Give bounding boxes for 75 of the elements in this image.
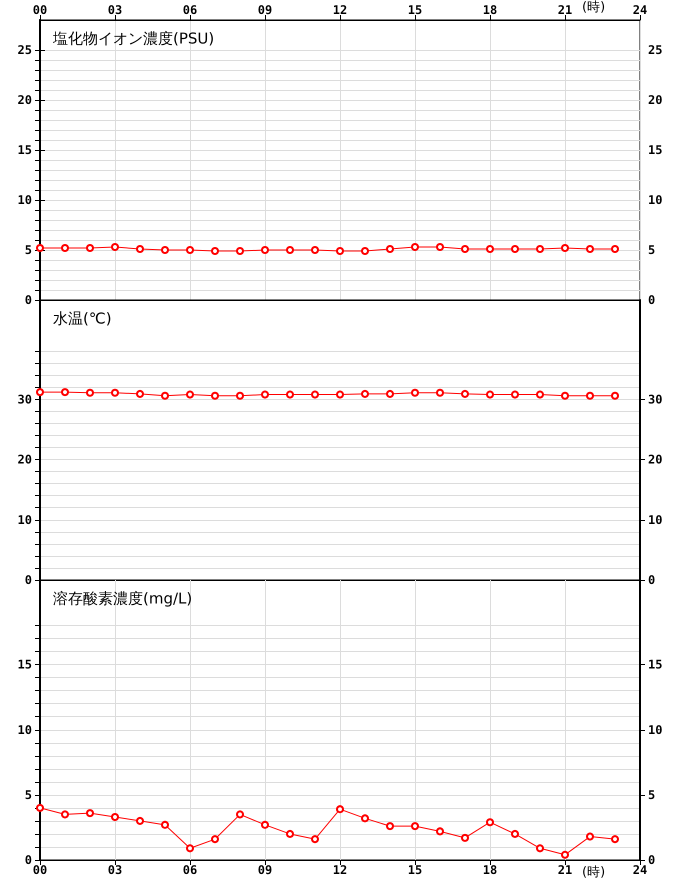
- point: [111, 813, 119, 822]
- y-tick-label: 25: [18, 43, 32, 57]
- y-tick-label: 15: [18, 658, 32, 672]
- x2-tick-label: 09: [258, 3, 272, 17]
- text: 塩化物イオン濃度(PSU): [52, 30, 214, 48]
- x-tick-label: 03: [108, 863, 122, 877]
- y-tick-label: 10: [18, 512, 32, 527]
- y-tick-label: 20: [18, 452, 32, 467]
- y2-tick-label: 0: [648, 853, 656, 867]
- y-tick-label: 20: [18, 93, 32, 107]
- point: [586, 832, 594, 841]
- y2-tick-label: 5: [648, 788, 656, 802]
- x-tick-label: 24: [632, 863, 648, 877]
- point: [261, 820, 269, 829]
- point: [386, 822, 394, 830]
- y2-tick-label: 15: [648, 658, 662, 672]
- x2-tick-label: 15: [408, 3, 422, 17]
- y-tick-label: 10: [18, 722, 32, 737]
- point: [86, 809, 94, 818]
- point: [561, 850, 569, 859]
- point: [311, 835, 319, 844]
- y2-tick-label: 0: [648, 573, 656, 587]
- x-tick-label: 12: [332, 863, 348, 877]
- point: [536, 844, 544, 852]
- point: [186, 844, 194, 852]
- y2-tick-label: 15: [648, 143, 662, 157]
- x2-tick-label: 21: [558, 3, 572, 17]
- x2-axis-title: (時): [582, 0, 606, 15]
- y-tick-label: 0: [24, 573, 32, 587]
- y-tick-label: 30: [18, 392, 32, 406]
- y2-tick-label: 30: [648, 392, 662, 406]
- x-tick-label: 18: [482, 863, 498, 877]
- y2-tick-label: 20: [648, 452, 662, 467]
- point: [461, 834, 469, 842]
- y2-tick-label: 5: [648, 243, 656, 257]
- y-tick-label: 5: [24, 788, 32, 802]
- x-tick-label: 21: [558, 863, 572, 877]
- x-tick-label: 09: [258, 863, 272, 877]
- x2-tick-label: 18: [482, 3, 498, 17]
- point: [161, 820, 169, 829]
- point: [336, 805, 344, 814]
- y-tick-label: 0: [24, 853, 32, 867]
- y2-tick-label: 0: [648, 293, 656, 307]
- y2-tick-label: 25: [648, 43, 662, 57]
- text: 溶存酸素濃度(mg/L): [53, 590, 192, 608]
- x2-tick-label: 12: [332, 3, 348, 17]
- point: [436, 827, 444, 836]
- y2-tick-label: 10: [648, 722, 662, 737]
- x-tick-label: 06: [182, 863, 198, 877]
- x2-tick-label: 03: [108, 3, 122, 17]
- y2-tick-label: 10: [648, 193, 662, 207]
- x2-tick-label: 06: [182, 3, 198, 17]
- point: [486, 818, 494, 826]
- text: 水温(℃): [53, 310, 112, 328]
- y2-tick-label: 10: [648, 512, 662, 527]
- x2-tick-label: 24: [632, 3, 648, 17]
- x-axis-title: (時): [582, 865, 606, 880]
- x-tick-label: 00: [32, 863, 48, 877]
- point: [61, 810, 69, 818]
- point: [211, 835, 219, 844]
- y2-tick-label: 20: [648, 93, 662, 107]
- point: [611, 835, 619, 844]
- point: [286, 830, 294, 838]
- y-tick-label: 10: [18, 193, 32, 207]
- y-tick-label: 5: [24, 243, 32, 257]
- y-tick-label: 0: [24, 293, 32, 307]
- y-tick-label: 15: [18, 143, 32, 157]
- point: [236, 810, 244, 818]
- point: [411, 822, 419, 830]
- x-tick-label: 15: [408, 863, 422, 877]
- x2-tick-label: 00: [32, 3, 48, 17]
- point: [361, 814, 369, 822]
- point: [36, 804, 44, 812]
- point: [511, 830, 519, 838]
- point: [136, 816, 144, 825]
